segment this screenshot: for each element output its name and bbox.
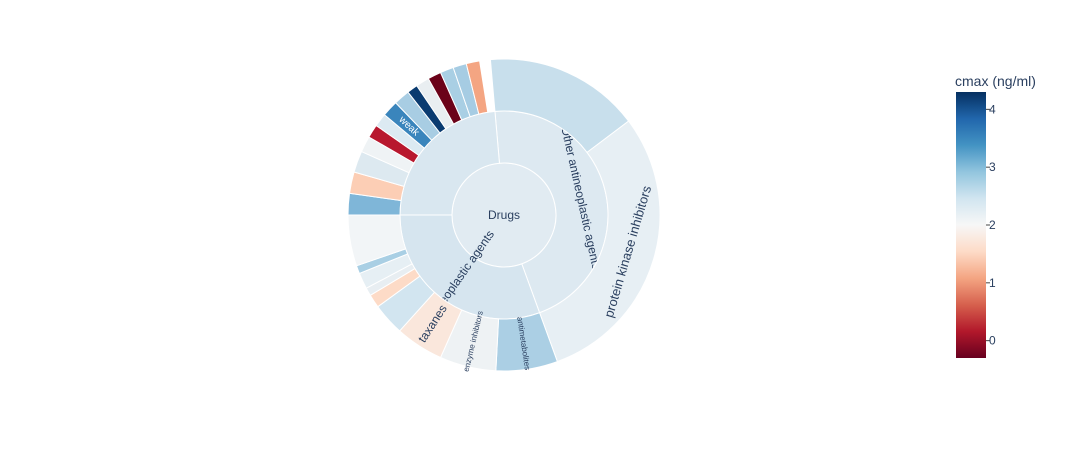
colorbar-tick-label: 0 xyxy=(989,334,996,348)
colorbar-ticks: 0 1 2 3 4 xyxy=(986,102,996,348)
colorbar-tick-label: 3 xyxy=(989,160,996,174)
sunburst-wedge-leaf-3-14[interactable] xyxy=(465,60,489,115)
colorbar-tick-label: 4 xyxy=(989,102,996,116)
colorbar-tick-label: 2 xyxy=(989,218,996,232)
colorbar-title: cmax (ng/ml) xyxy=(955,73,1036,89)
sunburst-wedge-protein-kinase-inhibitors[interactable] xyxy=(538,120,661,363)
colorbar: cmax (ng/ml) 0 1 2 3 4 xyxy=(955,73,1036,358)
sunburst: Drugs Other antineoplastic agentsprotein … xyxy=(347,58,661,373)
colorbar-gradient xyxy=(956,92,986,358)
sunburst-root-label: Drugs xyxy=(488,208,520,222)
colorbar-tick-label: 1 xyxy=(989,276,996,290)
